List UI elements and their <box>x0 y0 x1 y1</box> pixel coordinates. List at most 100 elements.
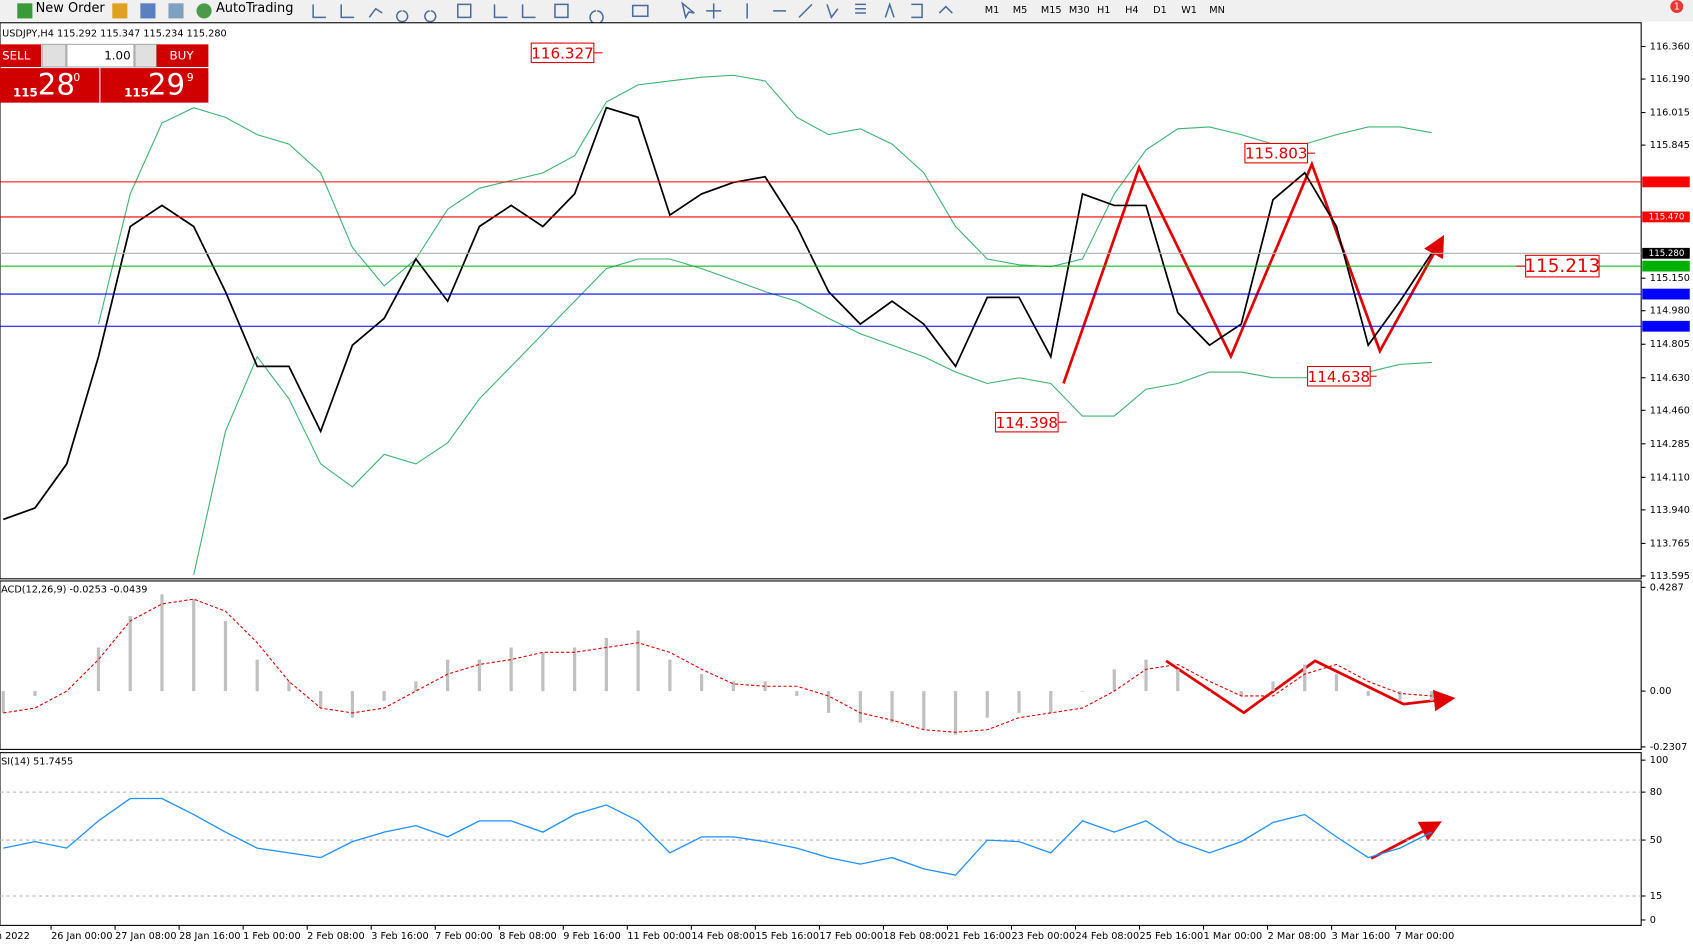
x-tick-label: 1 Feb 00:00 <box>243 931 300 942</box>
x-tick-label: 27 Jan 08:00 <box>115 931 176 942</box>
y-tick-label: -0.2307 <box>1650 742 1687 753</box>
x-tick-label: 28 Jan 16:00 <box>179 931 240 942</box>
sell-label[interactable]: SELL <box>2 49 31 63</box>
chart-header: USDJPY,H4 115.292 115.347 115.234 115.28… <box>2 29 227 40</box>
y-tick-label: 0.4287 <box>1650 582 1684 593</box>
macd-bar <box>1049 691 1053 713</box>
macd-bar <box>604 637 608 692</box>
macd-bar <box>1366 691 1370 696</box>
timeframe-button[interactable]: H1 <box>1097 5 1110 16</box>
y-tick-label: 80 <box>1650 787 1662 798</box>
y-tick-label: 114.630 <box>1650 373 1690 384</box>
macd-bar <box>763 681 767 692</box>
macd-bar <box>1080 691 1085 692</box>
macd-bar <box>414 681 418 692</box>
macd-bar <box>699 674 704 692</box>
y-tick-label: 113.765 <box>1650 538 1690 549</box>
toolbar-icon[interactable] <box>112 3 128 19</box>
x-tick-label: 7 Feb 00:00 <box>435 931 492 942</box>
buy-label[interactable]: BUY <box>170 49 195 63</box>
timeframe-button[interactable]: M30 <box>1069 5 1090 16</box>
y-tick-label: 113.940 <box>1650 505 1690 516</box>
macd-bar <box>573 647 577 692</box>
level-label-bg <box>1642 288 1690 300</box>
x-tick-label: 15 Feb 16:00 <box>755 931 819 942</box>
y-tick-label: 116.190 <box>1650 74 1690 85</box>
macd-bar <box>1207 691 1212 692</box>
price-panel <box>0 22 1642 580</box>
macd-bar <box>890 691 894 723</box>
close <box>2 106 1433 521</box>
x-tick-label: 18 Feb 08:00 <box>883 931 947 942</box>
timeframe-button[interactable]: M1 <box>985 5 1000 16</box>
macd-bar <box>795 691 799 696</box>
big-label-box <box>1525 254 1600 278</box>
sell-price-big: 115 <box>13 85 38 99</box>
new-order-button[interactable]: New Order <box>36 1 106 16</box>
macd-bar <box>1398 691 1402 701</box>
macd-bar <box>731 681 735 692</box>
timeframe-button[interactable]: H4 <box>1125 5 1138 16</box>
y-tick-label: 114.805 <box>1650 339 1690 350</box>
x-tick-label: 17 Feb 00:00 <box>819 931 883 942</box>
macd-bar <box>223 620 228 692</box>
y-tick-label: 114.980 <box>1650 306 1690 317</box>
toolbar-icon[interactable] <box>140 3 156 19</box>
macd-bar <box>255 659 259 692</box>
new-order-icon[interactable] <box>17 3 33 19</box>
signal <box>3 598 1432 733</box>
annotation: 114.398 <box>996 414 1058 432</box>
timeframe-button[interactable]: W1 <box>1181 5 1197 16</box>
macd-bar <box>636 630 640 692</box>
macd-panel <box>0 580 1642 750</box>
macd-bar <box>953 691 958 735</box>
toolbar-icon[interactable] <box>168 3 184 19</box>
macd-bar <box>446 659 450 692</box>
lot-input[interactable] <box>66 43 135 68</box>
y-tick-label: 116.015 <box>1650 108 1690 119</box>
y-tick-label: 50 <box>1650 835 1662 846</box>
sell-price-box[interactable] <box>0 68 100 103</box>
buy-price-box[interactable] <box>100 68 209 103</box>
level-label-bg <box>1642 211 1690 223</box>
macd-label: ACD(12,26,9) -0.0253 -0.0439 <box>1 585 147 596</box>
x-tick-label: 2 Mar 08:00 <box>1268 931 1327 942</box>
level-label-bg <box>1642 176 1690 188</box>
lot-spinner[interactable] <box>134 43 158 68</box>
notification-badge[interactable] <box>1670 0 1684 14</box>
lot-value[interactable]: 1.00 <box>104 49 130 63</box>
sell-price-pips: 28 <box>38 67 75 101</box>
drawn-arrows <box>1062 160 1456 860</box>
macd-bar <box>858 691 862 723</box>
x-tick-label: 21 Feb 16:00 <box>947 931 1011 942</box>
annotation-box <box>530 42 595 64</box>
sell-button[interactable] <box>0 44 42 68</box>
macd-bar <box>1303 664 1307 692</box>
values <box>3 797 1432 876</box>
buy-button[interactable] <box>156 44 209 68</box>
toolbar-tools <box>312 1 953 25</box>
level-label: 115.470 <box>1649 212 1685 222</box>
annotation: 115.803 <box>1245 145 1307 163</box>
x-tick-label: 2 Feb 08:00 <box>307 931 364 942</box>
trade-panel: SELL 1.00 BUY 115 28 0 115 29 9 <box>0 43 209 103</box>
timeframe-button[interactable]: M5 <box>1013 5 1028 16</box>
y-tick-label: 114.285 <box>1650 439 1690 450</box>
x-tick-label: 8 Feb 08:00 <box>499 931 556 942</box>
rsi-panel <box>0 752 1642 926</box>
autotrading-button[interactable]: AutoTrading <box>216 1 294 16</box>
x-tick-label: 9 Feb 16:00 <box>563 931 620 942</box>
timeframe-button[interactable]: D1 <box>1153 5 1167 16</box>
timeframe-button[interactable]: MN <box>1209 5 1225 16</box>
autotrading-icon[interactable] <box>196 3 212 19</box>
y-tick-label: 0 <box>1650 915 1656 926</box>
x-tick-label: 11 Feb 00:00 <box>627 931 691 942</box>
macd-bar <box>1 691 5 713</box>
lot-dropdown[interactable] <box>41 43 67 68</box>
x-tick-label: 7 Mar 00:00 <box>1396 931 1455 942</box>
macd-bar <box>33 691 37 696</box>
macd-bar <box>382 691 386 701</box>
timeframe-button[interactable]: M15 <box>1041 5 1062 16</box>
macd-bar <box>319 691 323 709</box>
